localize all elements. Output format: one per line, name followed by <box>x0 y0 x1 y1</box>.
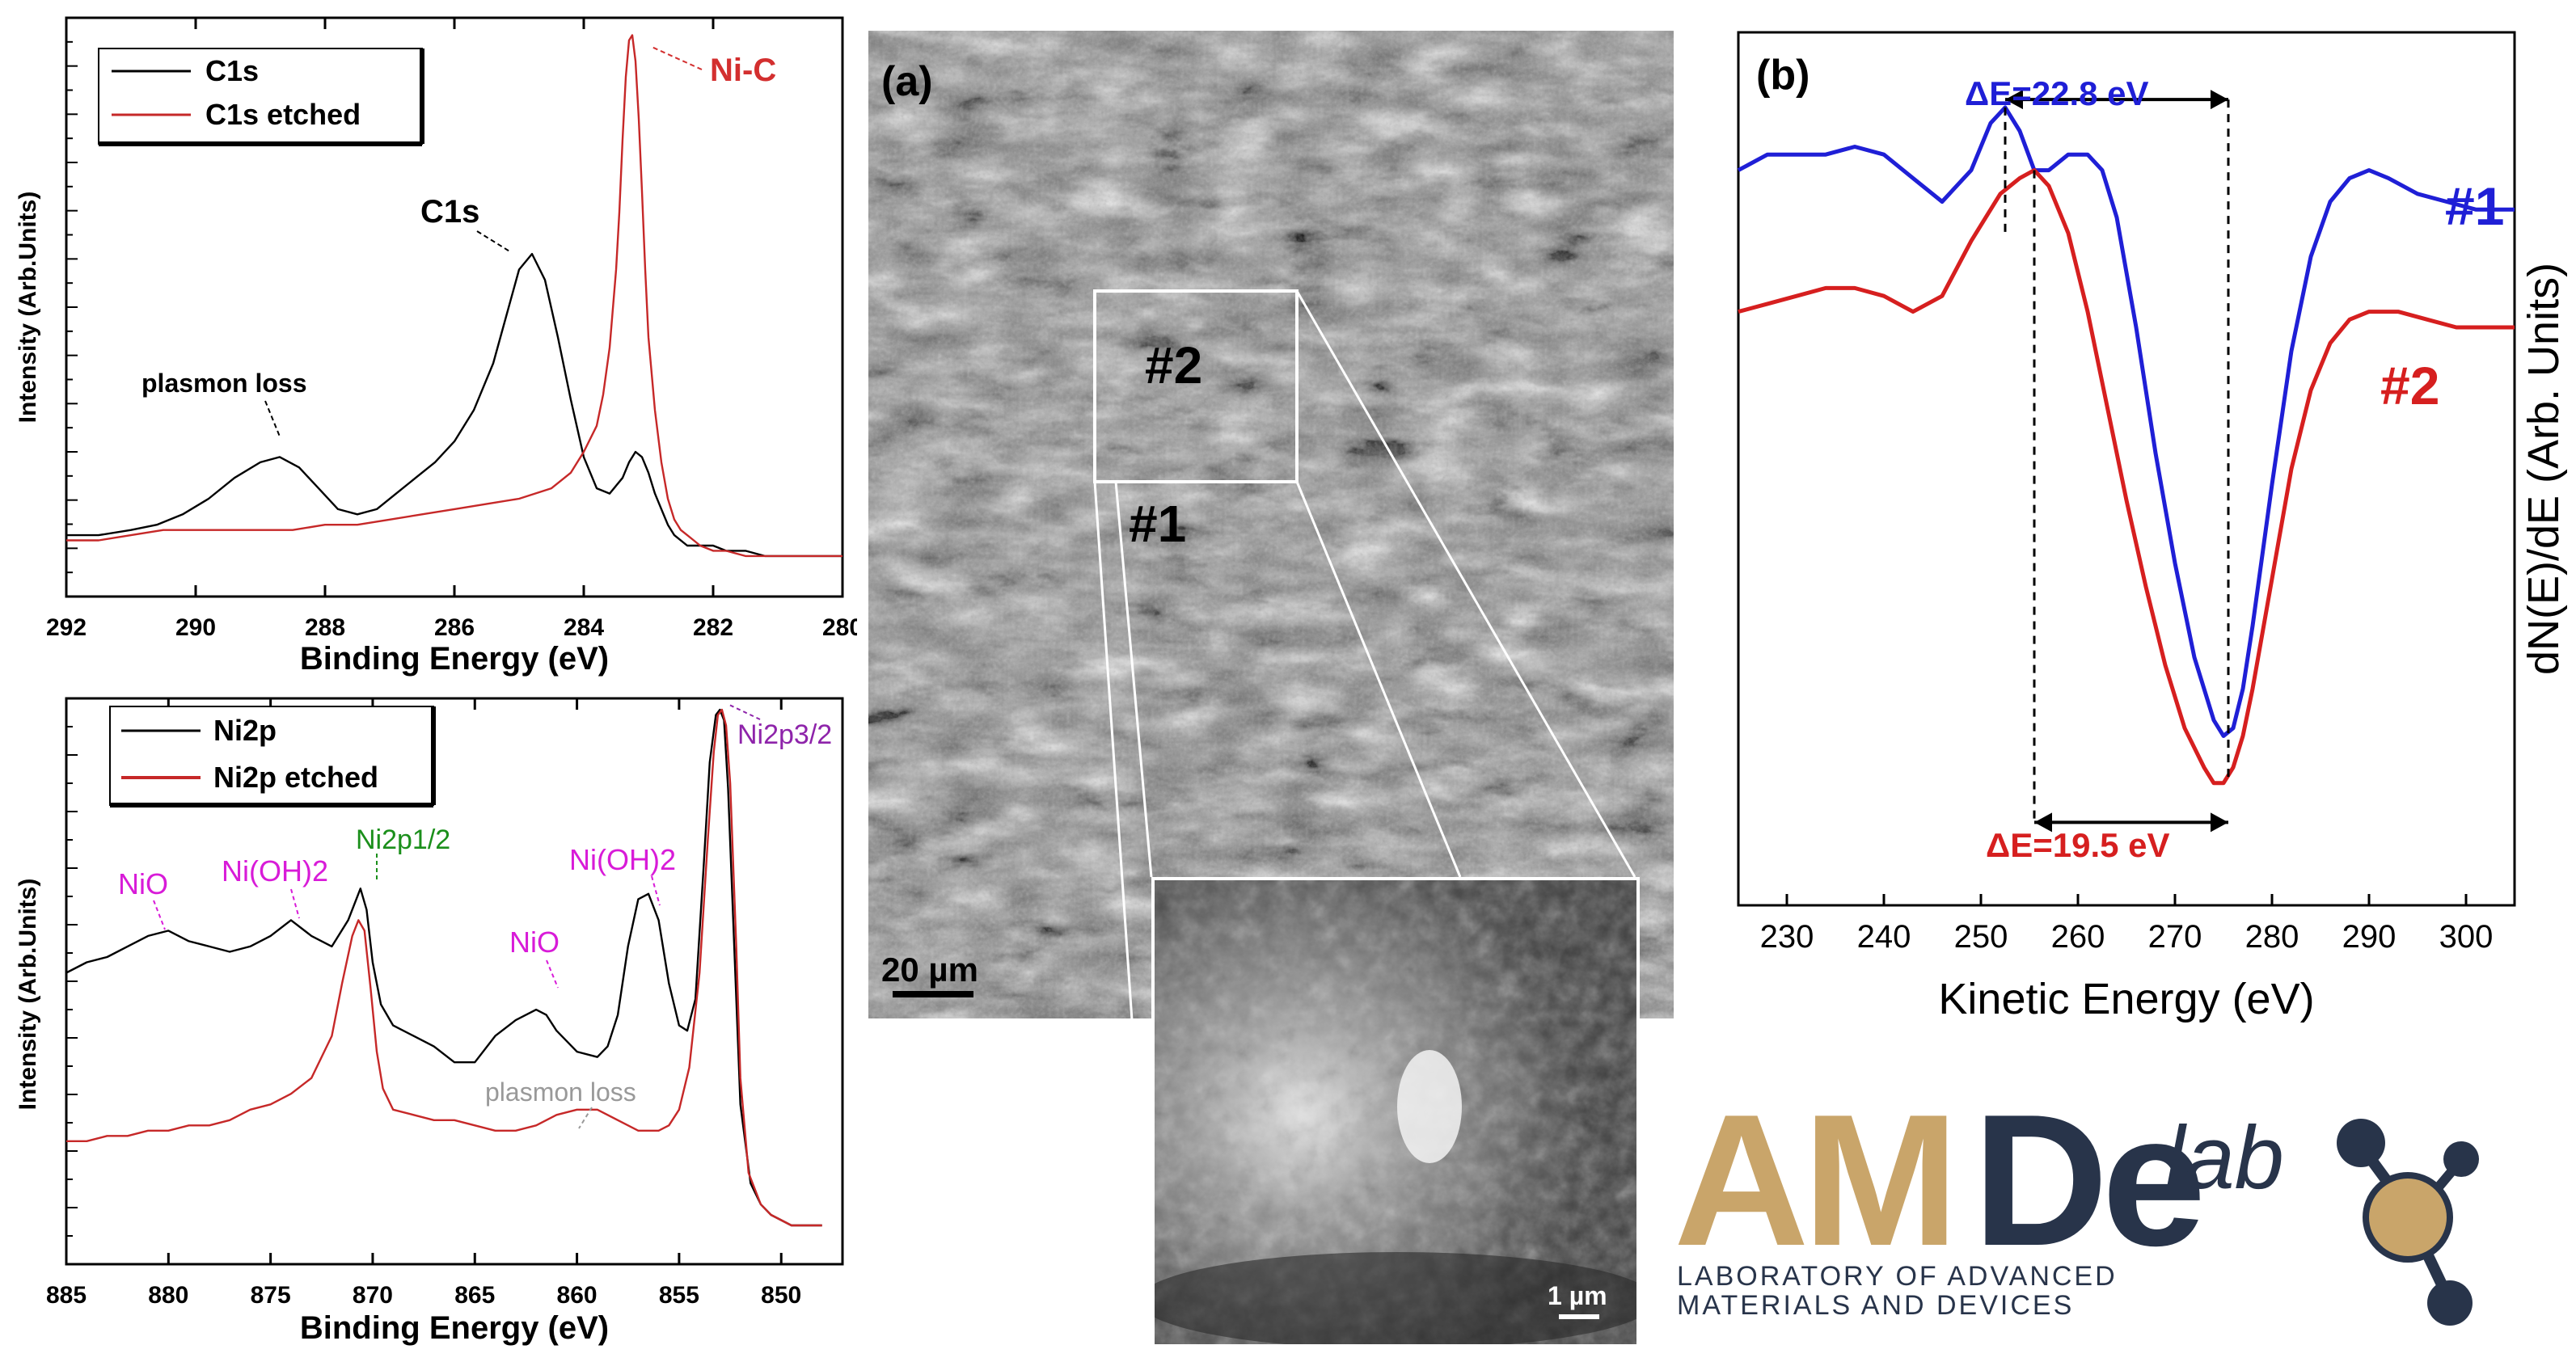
sem-overlay: (a) #2 #1 20 µm <box>881 58 1636 1021</box>
c1s-legend-label-2: C1s etched <box>205 98 361 131</box>
c1s-series-2 <box>66 34 842 558</box>
c1s-annotation-plasmon: plasmon loss <box>141 369 307 398</box>
auger-chart: 230 240 250 260 270 280 290 300 (b) Kinetic Ene… <box>1737 31 2568 1023</box>
auger-series-2 <box>1738 168 2515 786</box>
auger-frame <box>1737 31 2516 907</box>
ni2p-xlabel: Binding Energy (eV) <box>300 1310 609 1346</box>
ni2p-chart: 885 880 875 870 865 860 855 850 Intensity (Arb.… <box>15 697 844 1346</box>
sem-panel-label: (a) <box>881 58 933 105</box>
ni2p-series-2 <box>66 708 822 1227</box>
auger-panel-label: (b) <box>1756 52 1810 99</box>
c1s-annotation-nic: Ni-C <box>710 53 776 88</box>
auger-xtick-label-2: 250 <box>1954 919 2008 955</box>
sem-inset-scale-bar <box>1559 1314 1599 1319</box>
c1s-ticks: 292 290 288 286 284 282 280 <box>46 18 857 641</box>
ni2p-annotation-nioh-2: Ni(OH)2 <box>569 843 676 876</box>
logo-line-1: LABORATORY OF ADVANCED <box>1677 1261 2118 1292</box>
c1s-xtick-label-4: 284 <box>564 614 604 641</box>
auger-delta-1: ΔE=22.8 eV <box>1965 74 2149 112</box>
ni2p-ylabel: Intensity (Arb.Units) <box>15 879 41 1111</box>
ni2p-ticks: 885 880 875 870 865 860 855 850 <box>46 698 801 1309</box>
c1s-xlabel: Binding Energy (eV) <box>300 641 609 677</box>
c1s-xtick-label-1: 290 <box>175 614 216 641</box>
c1s-plot-area: 292 290 288 286 284 282 280 <box>46 16 857 641</box>
ni2p-xtick-label-1: 880 <box>148 1282 188 1309</box>
c1s-annotation-nic-arrow <box>651 46 703 70</box>
c1s-legend-label-1: C1s <box>205 54 259 87</box>
auger-xtick-label-6: 290 <box>2342 919 2397 955</box>
auger-series-label-2: #2 <box>2380 356 2439 415</box>
c1s-annotation-c1s: C1s <box>420 194 479 230</box>
amde-logo: AM De lab LABORATORY OF ADVANCED MATERIA… <box>1674 1076 2479 1326</box>
c1s-xtick-label-2: 288 <box>305 614 345 641</box>
ni2p-xtick-label-7: 850 <box>761 1282 801 1309</box>
auger-ticks: 230 240 250 260 270 280 290 300 <box>1760 894 2494 955</box>
logo-am: AM <box>1674 1076 1953 1285</box>
sem-inset-overlay: 1 µm <box>1548 1281 1607 1319</box>
c1s-ylabel: Intensity (Arb.Units) <box>15 192 41 424</box>
auger-series-1 <box>1737 105 2515 738</box>
c1s-chart: 292 290 288 286 284 282 280 Intensity (Arb.Uni… <box>15 16 857 677</box>
ni2p-legend: Ni2p Ni2p etched <box>109 706 436 808</box>
c1s-xtick-label-6: 280 <box>822 614 857 641</box>
ni2p-annotation-ni2p12: Ni2p1/2 <box>356 824 450 855</box>
sem-scale-label: 20 µm <box>881 951 978 989</box>
ni2p-xtick-label-0: 885 <box>46 1282 87 1309</box>
ni2p-plot-area: 885 880 875 870 865 860 855 850 <box>46 697 844 1309</box>
c1s-lines <box>66 34 842 558</box>
ni2p-series-1 <box>65 708 822 1227</box>
ni2p-annotation-nio-2: NiO <box>509 926 560 959</box>
sem-inset-scale-label: 1 µm <box>1548 1281 1607 1310</box>
auger-plot-area: 230 240 250 260 270 280 290 300 <box>1737 31 2516 955</box>
c1s-xtick-label-0: 292 <box>46 614 87 641</box>
ni2p-xtick-label-3: 870 <box>353 1282 393 1309</box>
sem-zoom-guides <box>1093 290 1636 1021</box>
auger-xtick-label-0: 230 <box>1760 919 1814 955</box>
ni2p-xtick-label-2: 875 <box>251 1282 291 1309</box>
c1s-legend: C1s C1s etched <box>98 48 424 146</box>
auger-delta-2: ΔE=19.5 eV <box>1986 826 2170 864</box>
auger-series-label-1: #1 <box>2445 176 2504 236</box>
logo-de: De <box>1973 1076 2201 1285</box>
ni2p-annotation-nio-1: NiO <box>118 867 168 900</box>
ni2p-annotation-plasmon: plasmon loss <box>485 1077 636 1107</box>
ni2p-xtick-label-5: 860 <box>557 1282 598 1309</box>
c1s-xtick-label-5: 282 <box>693 614 733 641</box>
ni2p-annotation-arrows <box>153 704 761 1129</box>
auger-marks <box>2004 90 2230 833</box>
auger-xtick-label-4: 270 <box>2148 919 2202 955</box>
sem-region-1: #1 <box>1129 495 1186 553</box>
sem-region-2: #2 <box>1145 336 1202 394</box>
sem-texture <box>868 31 1674 1018</box>
ni2p-xtick-label-4: 865 <box>454 1282 495 1309</box>
c1s-annotation-c1s-arrow <box>476 230 512 253</box>
auger-xlabel: Kinetic Energy (eV) <box>1938 975 2314 1023</box>
ni2p-legend-label-2: Ni2p etched <box>213 761 378 794</box>
sem-zoom-box <box>1093 289 1299 483</box>
ni2p-annotation-nioh-1: Ni(OH)2 <box>222 854 328 888</box>
logo-lab: lab <box>2165 1108 2284 1208</box>
logo-line-2: MATERIALS AND DEVICES <box>1677 1290 2074 1321</box>
sem-inset-texture <box>1155 880 1636 1344</box>
molecule-icon <box>2337 1119 2479 1326</box>
ni2p-xtick-label-6: 855 <box>659 1282 699 1309</box>
auger-lines <box>1737 105 2515 786</box>
auger-xtick-label-7: 300 <box>2439 919 2494 955</box>
auger-xtick-label-1: 240 <box>1857 919 1911 955</box>
c1s-series-1 <box>66 252 842 558</box>
c1s-annotation-plasmon-arrow <box>264 400 281 437</box>
auger-ylabel: dN(E)/dE (Arb. Units) <box>2519 263 2568 675</box>
ni2p-legend-label-1: Ni2p <box>213 714 277 747</box>
sem-image <box>868 31 1674 1018</box>
ni2p-annotation-ni2p32: Ni2p3/2 <box>737 719 832 750</box>
sem-scale-bar <box>893 991 973 997</box>
ni2p-lines <box>65 708 822 1227</box>
auger-xtick-label-3: 260 <box>2051 919 2105 955</box>
auger-xtick-label-5: 280 <box>2245 919 2299 955</box>
c1s-xtick-label-3: 286 <box>434 614 475 641</box>
sem-inset <box>1151 877 1640 1347</box>
